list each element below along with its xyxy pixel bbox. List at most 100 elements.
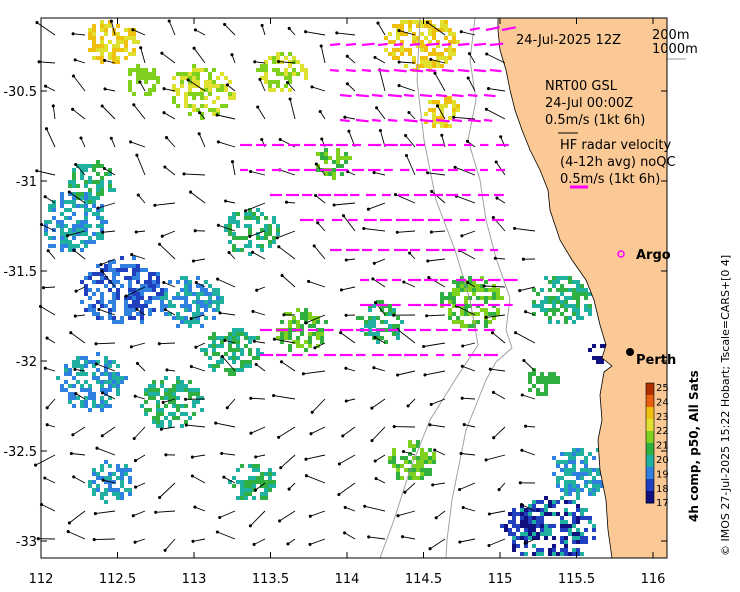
sst-pixel [416, 476, 420, 480]
sst-pixel [84, 164, 88, 168]
sst-pixel [100, 44, 104, 48]
sst-pixel [440, 56, 444, 60]
current-arrow-shaft [342, 426, 356, 437]
sst-pixel [92, 36, 96, 40]
sst-pixel [272, 68, 276, 72]
sst-pixel [444, 24, 448, 28]
sst-pixel [568, 480, 572, 484]
sst-pixel [72, 384, 76, 388]
sst-pixel [208, 344, 212, 348]
sst-pixel [568, 492, 572, 496]
sst-pixel [460, 284, 464, 288]
sst-pixel [132, 304, 136, 308]
current-arrow-head [452, 115, 456, 119]
sst-pixel [272, 480, 276, 484]
sst-pixel [400, 52, 404, 56]
hf-subtitle: (4-12h avg) noQC [560, 155, 676, 170]
sst-pixel [424, 460, 428, 464]
sst-pixel [572, 512, 576, 516]
sst-pixel [552, 312, 556, 316]
sst-pixel [268, 80, 272, 84]
sst-pixel [220, 336, 224, 340]
colorbar-swatch [646, 455, 654, 468]
sst-pixel [144, 76, 148, 80]
sst-pixel [216, 88, 220, 92]
sst-pixel [192, 400, 196, 404]
sst-pixel [532, 500, 536, 504]
colorbar-tick-label: 19 [656, 469, 669, 480]
sst-pixel [212, 108, 216, 112]
sst-pixel [104, 28, 108, 32]
sst-pixel [572, 484, 576, 488]
current-arrow-head [134, 230, 138, 234]
sst-pixel [572, 524, 576, 528]
current-arrow-shaft [192, 475, 206, 484]
sst-pixel [564, 452, 568, 456]
colorbar-swatch [646, 467, 654, 480]
sst-pixel [172, 404, 176, 408]
sst-pixel [272, 472, 276, 476]
sst-pixel [304, 312, 308, 316]
sst-pixel [300, 312, 304, 316]
sst-pixel [180, 388, 184, 392]
sst-pixel [124, 468, 128, 472]
sst-pixel [156, 76, 160, 80]
sst-pixel [152, 88, 156, 92]
sst-pixel [572, 464, 576, 468]
sst-pixel [592, 476, 596, 480]
sst-pixel [116, 272, 120, 276]
current-arrow-shaft [492, 332, 506, 344]
sst-pixel [188, 92, 192, 96]
sst-pixel [492, 288, 496, 292]
sst-pixel [200, 116, 204, 120]
sst-pixel [128, 72, 132, 76]
sst-pixel [132, 52, 136, 56]
sst-pixel [244, 332, 248, 336]
current-arrow-head [162, 280, 166, 285]
current-arrow-head [287, 487, 291, 491]
sst-pixel [400, 48, 404, 52]
current-arrow-shaft [336, 32, 356, 36]
sst-pixel [308, 324, 312, 328]
sst-pixel [416, 460, 420, 464]
sst-pixel [84, 276, 88, 280]
sst-pixel [84, 192, 88, 196]
sst-pixel [444, 100, 448, 104]
sst-pixel [124, 488, 128, 492]
sst-pixel [84, 360, 88, 364]
sst-pixel [152, 84, 156, 88]
sst-pixel [140, 68, 144, 72]
land-australia [497, 17, 668, 559]
sst-pixel [88, 392, 92, 396]
sst-pixel [452, 292, 456, 296]
sst-pixel [544, 508, 548, 512]
sst-pixel [148, 284, 152, 288]
sst-pixel [428, 60, 432, 64]
sst-pixel [200, 348, 204, 352]
argo-marker [617, 250, 625, 258]
current-arrow-head [189, 365, 193, 369]
current-arrow-shaft [45, 85, 56, 92]
sst-pixel [532, 528, 536, 532]
current-arrow-head [35, 21, 39, 25]
current-arrow-head [43, 195, 47, 199]
hf-arrow [361, 42, 375, 47]
current-arrow-head [482, 284, 486, 288]
sst-pixel [88, 272, 92, 276]
sst-pixel [592, 488, 596, 492]
sst-pixel [220, 356, 224, 360]
sst-pixel [468, 284, 472, 288]
sst-pixel [560, 540, 564, 544]
current-arrow-head [491, 390, 496, 394]
sst-pixel [228, 240, 232, 244]
sst-pixel [80, 176, 84, 180]
sst-pixel [136, 76, 140, 80]
current-arrow-shaft [45, 367, 56, 372]
current-arrow-shaft [374, 454, 386, 462]
sst-pixel [104, 368, 108, 372]
sst-pixel [560, 496, 564, 500]
sst-pixel [436, 56, 440, 60]
sst-pixel [140, 312, 144, 316]
sst-pixel [428, 28, 432, 32]
sst-pixel [416, 464, 420, 468]
